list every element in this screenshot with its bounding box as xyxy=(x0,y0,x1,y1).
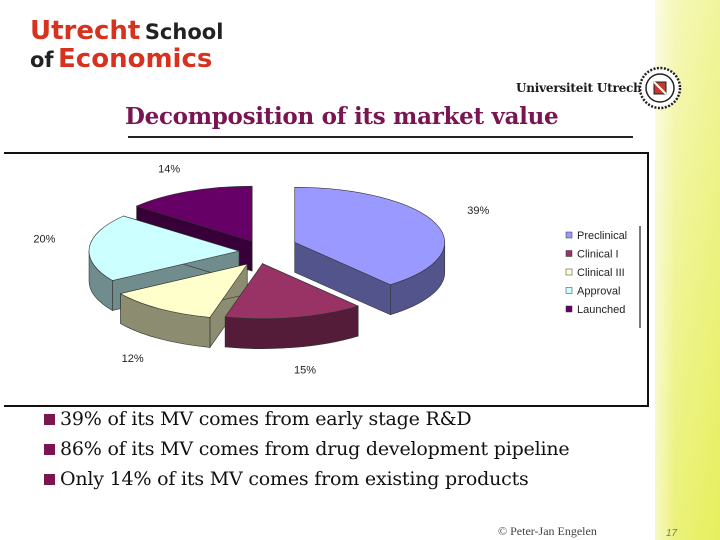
logo-word-utrecht: Utrecht xyxy=(30,16,141,46)
logo-word-of: of xyxy=(30,48,54,72)
legend-swatch xyxy=(565,287,573,294)
logo-word-school: School xyxy=(144,20,224,44)
pie-slice-preclinical xyxy=(294,187,446,316)
pie-chart-panel: 39% 15% 12% 20% 14% Preclinical Clinical I Clin… xyxy=(4,152,649,407)
data-label: 12% xyxy=(122,353,144,365)
bullet-text: 86% of its MV comes from drug developmen… xyxy=(60,438,570,460)
bullet-item: 39% of its MV comes from early stage R&D xyxy=(44,404,654,434)
data-label: 20% xyxy=(33,234,55,246)
legend-label: Clinical I xyxy=(577,249,619,261)
bullet-list: 39% of its MV comes from early stage R&D… xyxy=(44,404,654,494)
title-underline xyxy=(128,136,633,138)
legend-label: Clinical III xyxy=(577,267,625,279)
copyright-text: © Peter-Jan Engelen xyxy=(498,524,597,538)
pie-slice-clinical-i xyxy=(224,262,359,350)
legend-label: Preclinical xyxy=(577,230,627,242)
logo-word-economics: Economics xyxy=(58,44,213,74)
school-logo: Utrecht School of Economics xyxy=(30,18,223,72)
bullet-text: 39% of its MV comes from early stage R&D xyxy=(60,408,472,430)
legend-swatch xyxy=(565,268,573,276)
pie-chart: 39% 15% 12% 20% 14% Preclinical Clinical I Clin… xyxy=(33,163,641,376)
bullet-marker-icon xyxy=(44,474,55,485)
legend-swatch xyxy=(565,231,573,239)
legend-box xyxy=(562,228,640,324)
legend-label: Approval xyxy=(577,286,620,298)
data-label: 39% xyxy=(467,205,489,217)
bullet-item: Only 14% of its MV comes from existing p… xyxy=(44,464,654,494)
bullet-item: 86% of its MV comes from drug developmen… xyxy=(44,434,654,464)
data-label: 14% xyxy=(158,163,180,175)
data-label: 15% xyxy=(294,364,316,376)
bullet-text: Only 14% of its MV comes from existing p… xyxy=(60,468,529,490)
university-name: Universiteit Utrecht xyxy=(516,81,647,95)
bullet-marker-icon xyxy=(44,414,55,425)
university-seal-icon xyxy=(638,66,682,110)
legend-swatch xyxy=(565,305,573,313)
page-number: 17 xyxy=(666,528,678,539)
bullet-marker-icon xyxy=(44,444,55,455)
legend-label: Launched xyxy=(577,304,625,316)
pie-slices xyxy=(88,185,446,350)
slide-title: Decomposition of its market value xyxy=(125,103,559,130)
pie-slice-clinical-iii xyxy=(119,263,248,349)
legend-swatch xyxy=(565,250,573,257)
